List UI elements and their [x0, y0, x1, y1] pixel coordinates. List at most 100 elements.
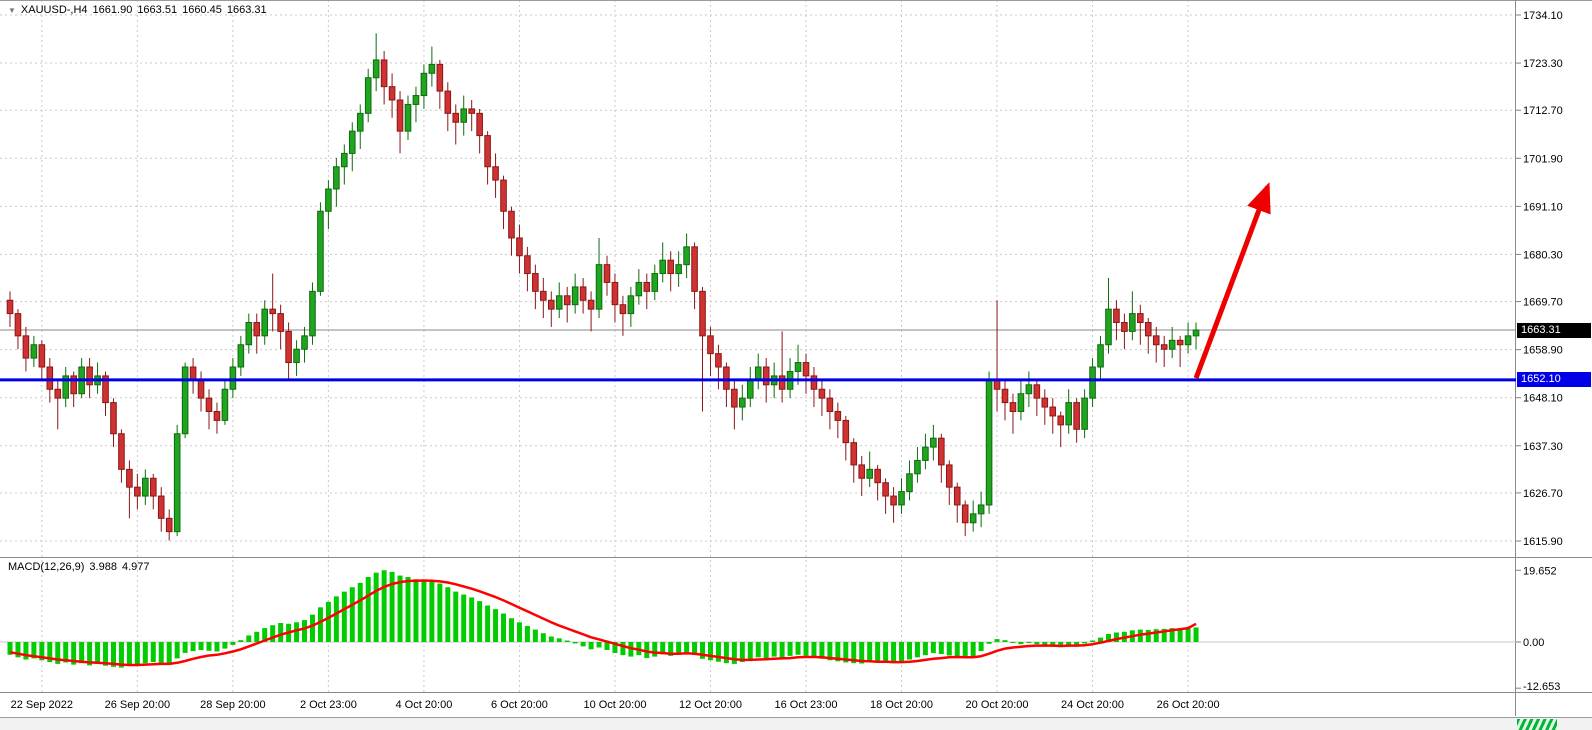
price-axis-label: 1680.30: [1523, 249, 1563, 261]
candle: [1176, 335, 1184, 368]
macd-axis[interactable]: 19.652 0.00 -12.653: [1516, 565, 1560, 693]
macd-bar: [421, 579, 427, 642]
candle: [229, 358, 237, 399]
candle: [181, 362, 189, 439]
candle: [356, 104, 364, 149]
candle-body: [404, 103, 412, 132]
candle-body: [1129, 313, 1136, 332]
candle: [364, 68, 372, 123]
candle-body: [1081, 397, 1088, 430]
candle-body: [961, 504, 969, 524]
candle-body: [762, 366, 770, 386]
candle: [786, 358, 794, 399]
candle-body: [428, 63, 436, 74]
candle: [882, 478, 889, 514]
candle: [595, 237, 603, 319]
grid-layer: [0, 0, 1516, 692]
candle-body: [866, 468, 873, 479]
candle-body: [587, 299, 595, 310]
macd-bar: [485, 605, 491, 642]
candle-body: [699, 290, 706, 337]
time-axis-label: 6 Oct 20:00: [491, 699, 548, 711]
candle: [1160, 335, 1168, 368]
trend-arrow[interactable]: [1193, 182, 1271, 380]
macd-bar: [39, 642, 45, 661]
macd-bar: [620, 642, 626, 656]
candle: [285, 322, 292, 381]
candle: [961, 500, 969, 537]
candle-body: [444, 90, 452, 114]
candle-body: [293, 348, 300, 364]
indicator-header: MACD(12,26,9) 3.988 4.977: [8, 561, 154, 573]
macd-bar: [198, 642, 204, 651]
indicator-name: MACD(12,26,9): [8, 561, 85, 573]
macd-bar: [309, 614, 315, 642]
candle: [1152, 326, 1160, 363]
macd-bar: [1193, 627, 1199, 642]
candle-body: [1017, 393, 1025, 413]
price-axis-label: 1701.90: [1523, 153, 1563, 165]
candle: [1033, 380, 1041, 416]
candle-body: [540, 290, 547, 301]
candle-body: [364, 77, 372, 114]
candle-body: [325, 188, 332, 212]
candle-body: [619, 304, 627, 315]
candle-body: [317, 210, 324, 292]
candle: [874, 464, 881, 501]
candle: [603, 255, 611, 296]
macd-bar: [946, 642, 952, 656]
candle: [412, 86, 420, 123]
candle-body: [380, 59, 388, 88]
macd-bar: [103, 642, 109, 666]
candle-body: [102, 375, 109, 404]
candle: [86, 358, 93, 399]
candle-body: [46, 366, 54, 390]
ohlc-open: 1661.90: [92, 4, 133, 16]
macd-bar: [1113, 632, 1119, 642]
chart-header: ▼ XAUUSD-,H4 1661.90 1663.51 1660.45 1663.31: [8, 4, 272, 16]
macd-bar: [580, 642, 586, 647]
macd-bar: [389, 571, 395, 642]
macd-bar: [1010, 642, 1016, 643]
macd-bar: [357, 582, 363, 642]
candle-body: [723, 366, 730, 390]
candle: [659, 242, 667, 283]
macd-bar: [747, 642, 753, 660]
macd-bar: [779, 642, 785, 658]
candle-body: [14, 313, 22, 337]
macd-bar: [763, 642, 769, 659]
price-axis[interactable]: 1734.10 1723.30 1712.70 1701.90 1691.10 1680.…: [1516, 10, 1563, 548]
candle-body: [460, 108, 468, 123]
macd-bar: [644, 642, 650, 659]
macd-bar: [31, 642, 37, 659]
candle-body: [126, 468, 133, 488]
macd-bar: [381, 570, 387, 642]
candle-body: [500, 179, 507, 212]
candle-body: [476, 112, 483, 137]
macd-bar: [978, 642, 984, 652]
macd-bar: [875, 642, 881, 663]
macd-bar: [365, 577, 371, 642]
candle: [444, 82, 452, 132]
time-axis-label: 12 Oct 20:00: [679, 699, 742, 711]
candle-body: [794, 362, 802, 372]
candle-body: [1049, 406, 1057, 417]
candle: [532, 264, 539, 310]
candle-body: [1113, 308, 1120, 324]
macd-bar: [883, 642, 889, 663]
macd-bar: [1018, 642, 1024, 645]
macd-bar: [532, 629, 538, 642]
macd-bar: [1050, 642, 1056, 647]
macd-bar: [906, 642, 912, 660]
candle-body: [412, 95, 420, 105]
macd-bar: [652, 642, 658, 657]
candle: [189, 358, 197, 394]
candle-body: [555, 295, 563, 310]
time-axis[interactable]: 22 Sep 2022 26 Sep 20:00 28 Sep 20:00 2 Oct…: [11, 699, 1220, 711]
candle: [802, 353, 810, 394]
candle: [938, 433, 945, 483]
candle-body: [731, 388, 738, 408]
candle-body: [834, 411, 842, 421]
